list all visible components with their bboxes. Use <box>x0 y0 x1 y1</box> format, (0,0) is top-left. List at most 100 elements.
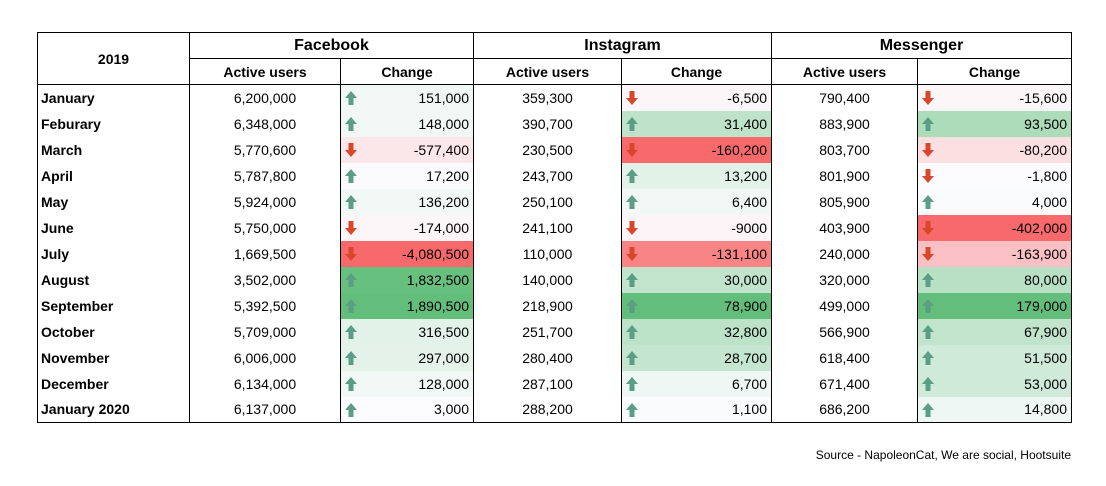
messenger-change-value: -402,000 <box>1011 219 1067 236</box>
messenger-change-cell: 51,500 <box>917 344 1072 371</box>
month-cell: May <box>37 188 190 215</box>
up-arrow-icon <box>922 402 934 417</box>
facebook-header: Facebook <box>189 32 474 59</box>
year-header: 2019 <box>37 32 190 85</box>
instagram-change-value: -9000 <box>731 219 767 236</box>
table-row: June 5,750,000 -174,000 241,100 -9000 403,900… <box>37 214 1072 241</box>
down-arrow-icon <box>345 142 357 157</box>
table-row: November 6,006,000 297,000 280,400 28,700 618… <box>37 344 1072 371</box>
messenger-change-cell: -402,000 <box>917 214 1072 241</box>
instagram-change-value: 1,100 <box>731 401 767 418</box>
messenger-change-value: 53,000 <box>1024 375 1067 392</box>
source-note: Source - NapoleonCat, We are social, Hoo… <box>815 448 1071 462</box>
instagram-change-value: 32,800 <box>724 323 767 340</box>
instagram-change-value: 30,000 <box>724 271 767 288</box>
table-row: January 6,200,000 151,000 359,300 -6,500 790,… <box>37 84 1072 111</box>
facebook-change-value: 136,200 <box>418 193 469 210</box>
messenger-active-users-cell: 801,900 <box>771 162 918 189</box>
messenger-active-users-cell: 686,200 <box>771 396 918 423</box>
up-arrow-icon <box>626 350 638 365</box>
instagram-change-cell: 6,400 <box>621 188 772 215</box>
down-arrow-icon <box>922 220 934 235</box>
facebook-change-cell: -174,000 <box>340 214 474 241</box>
facebook-change-value: -4,080,500 <box>402 245 469 262</box>
instagram-change-cell: -9000 <box>621 214 772 241</box>
facebook-change-value: 148,000 <box>418 115 469 132</box>
facebook-change-cell: -4,080,500 <box>340 240 474 267</box>
up-arrow-icon <box>922 324 934 339</box>
facebook-change-cell: 136,200 <box>340 188 474 215</box>
messenger-active-users-header: Active users <box>771 58 918 85</box>
down-arrow-icon <box>626 220 638 235</box>
messenger-change-value: 4,000 <box>1031 193 1067 210</box>
messenger-change-value: -15,600 <box>1019 89 1067 106</box>
down-arrow-icon <box>345 220 357 235</box>
facebook-change-cell: 17,200 <box>340 162 474 189</box>
messenger-change-value: 179,000 <box>1016 297 1067 314</box>
messenger-change-cell: 179,000 <box>917 292 1072 319</box>
messenger-change-value: 93,500 <box>1024 115 1067 132</box>
instagram-active-users-cell: 280,400 <box>473 344 622 371</box>
instagram-change-value: 78,900 <box>724 297 767 314</box>
instagram-active-users-cell: 359,300 <box>473 84 622 111</box>
up-arrow-icon <box>345 298 357 313</box>
messenger-change-value: -80,200 <box>1019 141 1067 158</box>
facebook-change-value: 1,890,500 <box>406 297 469 314</box>
down-arrow-icon <box>922 91 934 105</box>
sub-header-row: Active users Change Active users Change … <box>38 58 1072 85</box>
month-cell: January 2020 <box>37 396 190 423</box>
facebook-change-cell: -577,400 <box>340 136 474 163</box>
messenger-change-cell: -80,200 <box>917 136 1072 163</box>
table-row: July 1,669,500 -4,080,500 110,000 -131,100 24… <box>37 240 1072 267</box>
facebook-change-value: 128,000 <box>418 375 469 392</box>
facebook-active-users-cell: 5,709,000 <box>189 318 341 345</box>
instagram-change-cell: 78,900 <box>621 292 772 319</box>
up-arrow-icon <box>626 116 638 131</box>
facebook-change-header: Change <box>340 58 474 85</box>
instagram-active-users-cell: 250,100 <box>473 188 622 215</box>
down-arrow-icon <box>626 142 638 157</box>
table-row: October 5,709,000 316,500 251,700 32,800 566,… <box>37 318 1072 345</box>
month-cell: November <box>37 344 190 371</box>
facebook-change-value: 17,200 <box>426 167 469 184</box>
instagram-active-users-cell: 390,700 <box>473 110 622 137</box>
facebook-active-users-cell: 5,392,500 <box>189 292 341 319</box>
facebook-change-value: -577,400 <box>413 141 469 158</box>
messenger-active-users-cell: 671,400 <box>771 370 918 397</box>
month-cell: October <box>37 318 190 345</box>
up-arrow-icon <box>345 350 357 365</box>
messenger-change-value: -163,900 <box>1011 245 1067 262</box>
facebook-change-cell: 3,000 <box>340 396 474 423</box>
table-row: May 5,924,000 136,200 250,100 6,400 805,900 4,… <box>37 188 1072 215</box>
up-arrow-icon <box>922 194 934 209</box>
messenger-change-value: 51,500 <box>1024 349 1067 366</box>
instagram-change-cell: 30,000 <box>621 266 772 293</box>
up-arrow-icon <box>345 376 357 391</box>
instagram-change-cell: 28,700 <box>621 344 772 371</box>
messenger-change-header: Change <box>917 58 1072 85</box>
down-arrow-icon <box>922 168 934 183</box>
messenger-active-users-cell: 803,700 <box>771 136 918 163</box>
month-cell: April <box>37 162 190 189</box>
facebook-change-cell: 1,890,500 <box>340 292 474 319</box>
table-row: December 6,134,000 128,000 287,100 6,700 671,… <box>37 370 1072 397</box>
messenger-active-users-cell: 240,000 <box>771 240 918 267</box>
facebook-change-cell: 128,000 <box>340 370 474 397</box>
down-arrow-icon <box>345 246 357 261</box>
up-arrow-icon <box>922 116 934 131</box>
down-arrow-icon <box>922 142 934 157</box>
messenger-change-value: -1,800 <box>1027 167 1067 184</box>
instagram-change-cell: -6,500 <box>621 84 772 111</box>
up-arrow-icon <box>626 402 638 417</box>
facebook-active-users-cell: 5,787,800 <box>189 162 341 189</box>
instagram-change-cell: 1,100 <box>621 396 772 423</box>
up-arrow-icon <box>345 116 357 131</box>
month-cell: Feburary <box>37 110 190 137</box>
instagram-change-value: 28,700 <box>724 349 767 366</box>
month-cell: December <box>37 370 190 397</box>
messenger-active-users-cell: 403,900 <box>771 214 918 241</box>
facebook-active-users-cell: 6,006,000 <box>189 344 341 371</box>
group-header-row: 2019 Facebook Instagram Messenger <box>37 32 1072 85</box>
month-cell: January <box>37 84 190 111</box>
messenger-active-users-cell: 499,000 <box>771 292 918 319</box>
